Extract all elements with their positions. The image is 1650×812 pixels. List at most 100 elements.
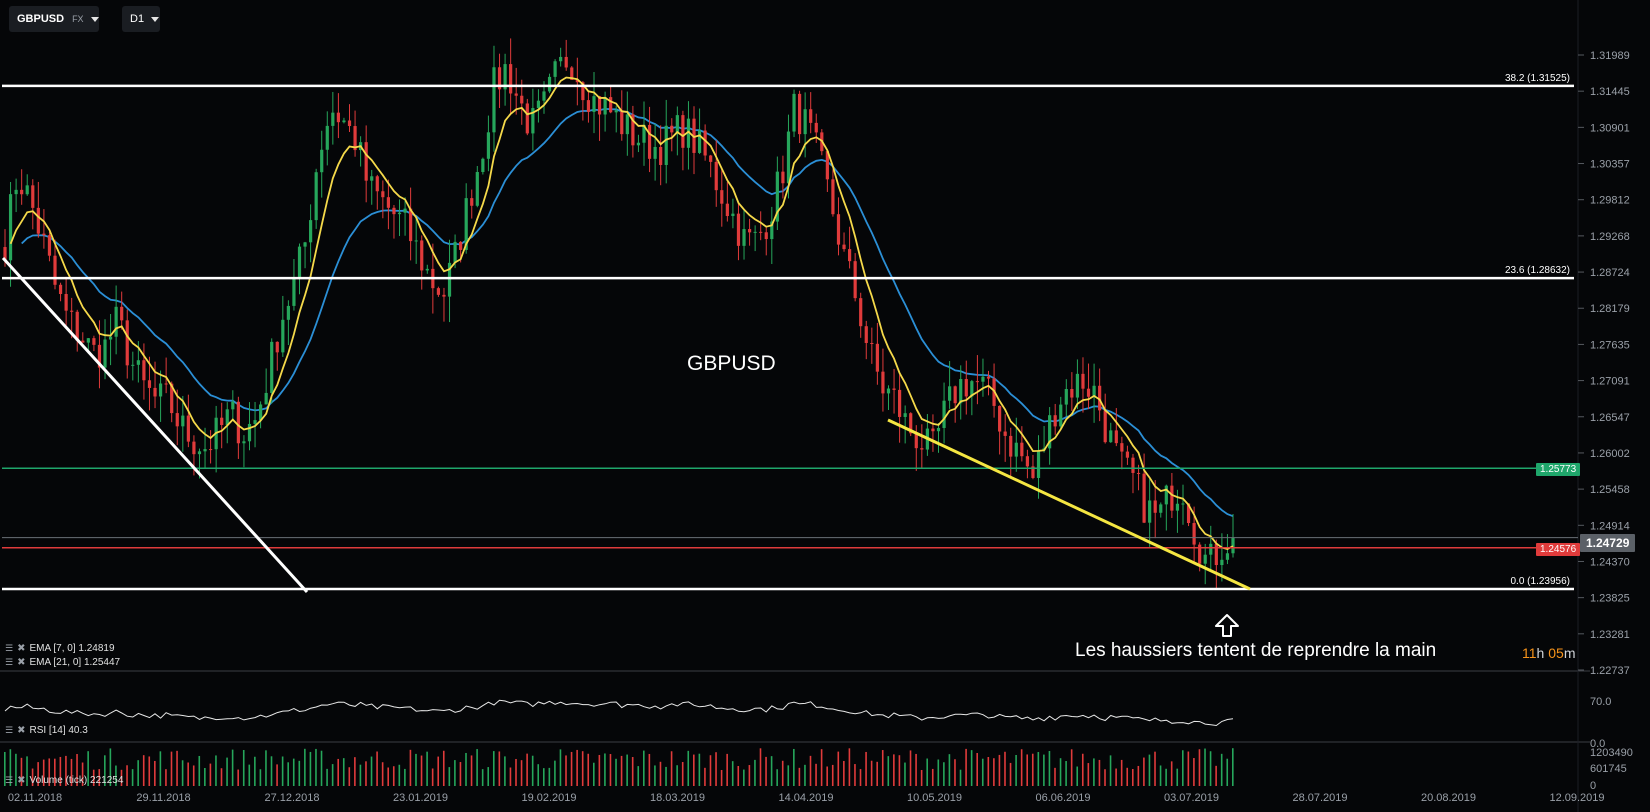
volume-bar xyxy=(265,750,267,786)
volume-bar xyxy=(1076,766,1079,786)
bear-candle-body xyxy=(647,124,652,159)
bear-candle-body xyxy=(953,386,957,404)
date-tick-label: 14.04.2019 xyxy=(778,792,833,804)
bull-candle-body xyxy=(686,118,691,148)
bear-candle-body xyxy=(964,379,968,397)
volume-bar xyxy=(76,754,78,786)
price-tick-label: 1.25458 xyxy=(1590,484,1630,496)
symbol-label: GBPUSD xyxy=(17,13,65,25)
volume-bar xyxy=(126,765,128,786)
volume-bar xyxy=(1031,753,1034,786)
volume-bar xyxy=(287,762,289,786)
close-icon[interactable]: ✖ xyxy=(17,657,26,668)
volume-bar xyxy=(626,754,628,786)
volume-bar xyxy=(843,760,845,786)
bear-candle-body xyxy=(142,360,146,381)
volume-bar xyxy=(481,769,484,786)
volume-bar xyxy=(826,766,828,786)
bear-candle-body xyxy=(1214,543,1218,566)
volume-bar xyxy=(65,755,67,786)
bull-candle-body xyxy=(1225,553,1230,560)
volume-bar xyxy=(9,749,12,786)
bear-candle-body xyxy=(714,161,718,191)
volume-bar xyxy=(876,761,878,786)
close-icon[interactable]: ✖ xyxy=(17,643,26,654)
rsi-tick-label: 70.0 xyxy=(1590,696,1611,708)
bear-candle-body xyxy=(1081,373,1085,389)
volume-bar xyxy=(898,755,901,786)
volume-bar xyxy=(1059,758,1062,786)
symbol-selector[interactable]: GBPUSD FX xyxy=(9,6,99,32)
volume-bar xyxy=(909,750,912,786)
bull-candle-body xyxy=(642,124,646,143)
bear-candle-body xyxy=(1170,485,1174,511)
volume-bar xyxy=(1204,748,1206,786)
settings-icon[interactable]: ☰ xyxy=(5,643,14,653)
volume-bar xyxy=(598,754,601,786)
volume-bar xyxy=(570,751,573,786)
volume-bar xyxy=(1098,759,1101,786)
price-axis: 1.31989 1.31445 1.30901 1.30357 1.29812 1.292… xyxy=(1578,50,1633,792)
bear-candle-body xyxy=(381,191,385,198)
price-tick-label: 1.28179 xyxy=(1590,303,1630,315)
bear-candle-body xyxy=(1120,443,1124,452)
timeframe-selector[interactable]: D1 xyxy=(122,6,160,32)
volume-bar xyxy=(604,753,606,786)
bull-candle-body xyxy=(270,341,274,393)
volume-bar xyxy=(665,766,667,786)
date-tick-label: 18.03.2019 xyxy=(650,792,705,804)
symbol-type-label: FX xyxy=(72,14,84,24)
bear-candle-body xyxy=(47,235,52,256)
volume-bar xyxy=(109,748,112,786)
rsi-tick-label: 0.0 xyxy=(1590,738,1605,750)
bear-candle-body xyxy=(347,120,352,127)
settings-icon[interactable]: ☰ xyxy=(5,725,14,735)
bear-candle-body xyxy=(497,67,502,90)
bear-candle-body xyxy=(364,142,368,181)
close-icon[interactable]: ✖ xyxy=(17,775,26,786)
volume-bar xyxy=(254,756,256,786)
volume-bar xyxy=(1159,765,1162,786)
volume-bar xyxy=(987,756,990,786)
volume-bar xyxy=(292,758,295,786)
volume-bar xyxy=(787,765,790,786)
bear-candle-body xyxy=(120,306,124,321)
settings-icon[interactable]: ☰ xyxy=(5,775,14,785)
rsi-legend[interactable]: ☰ ✖ RSI [14] 40.3 xyxy=(5,725,88,736)
settings-icon[interactable]: ☰ xyxy=(5,657,14,667)
bear-candle-body xyxy=(1053,415,1057,427)
volume-bar xyxy=(137,760,139,786)
volume-bar xyxy=(1043,754,1045,786)
bull-candle-body xyxy=(481,158,485,173)
ema7-legend[interactable]: ☰ ✖ EMA [7, 0] 1.24819 xyxy=(5,643,115,654)
volume-tick-label: 601745 xyxy=(1590,763,1627,775)
date-tick-label: 29.11.2018 xyxy=(136,792,190,804)
volume-bar xyxy=(59,756,62,786)
volume-bar xyxy=(470,755,473,786)
bull-candle-body xyxy=(1181,503,1185,505)
volume-bar xyxy=(631,757,634,786)
volume-bar xyxy=(798,767,801,786)
volume-bar xyxy=(515,758,517,786)
bull-candle-body xyxy=(742,229,746,246)
volume-bar xyxy=(954,759,956,786)
volume-bar xyxy=(776,769,778,786)
bull-candle-body xyxy=(753,231,757,233)
volume-bar xyxy=(809,755,812,786)
volume-bar xyxy=(587,753,590,786)
volume-bar xyxy=(15,753,17,786)
volume-bar xyxy=(676,765,678,786)
volume-bar xyxy=(959,769,962,786)
price-tick-label: 1.22737 xyxy=(1590,665,1630,677)
volume-bar xyxy=(459,762,462,786)
volume-bar xyxy=(426,751,428,786)
volume-bar xyxy=(1070,749,1073,786)
volume-legend[interactable]: ☰ ✖ Volume (tick) 221254 xyxy=(5,775,123,786)
volume-bar xyxy=(220,768,223,786)
bear-candle-body xyxy=(509,64,513,94)
ema21-legend[interactable]: ☰ ✖ EMA [21, 0] 1.25447 xyxy=(5,657,120,668)
volume-bar xyxy=(304,748,306,786)
close-icon[interactable]: ✖ xyxy=(17,725,26,736)
volume-bar xyxy=(154,760,156,786)
